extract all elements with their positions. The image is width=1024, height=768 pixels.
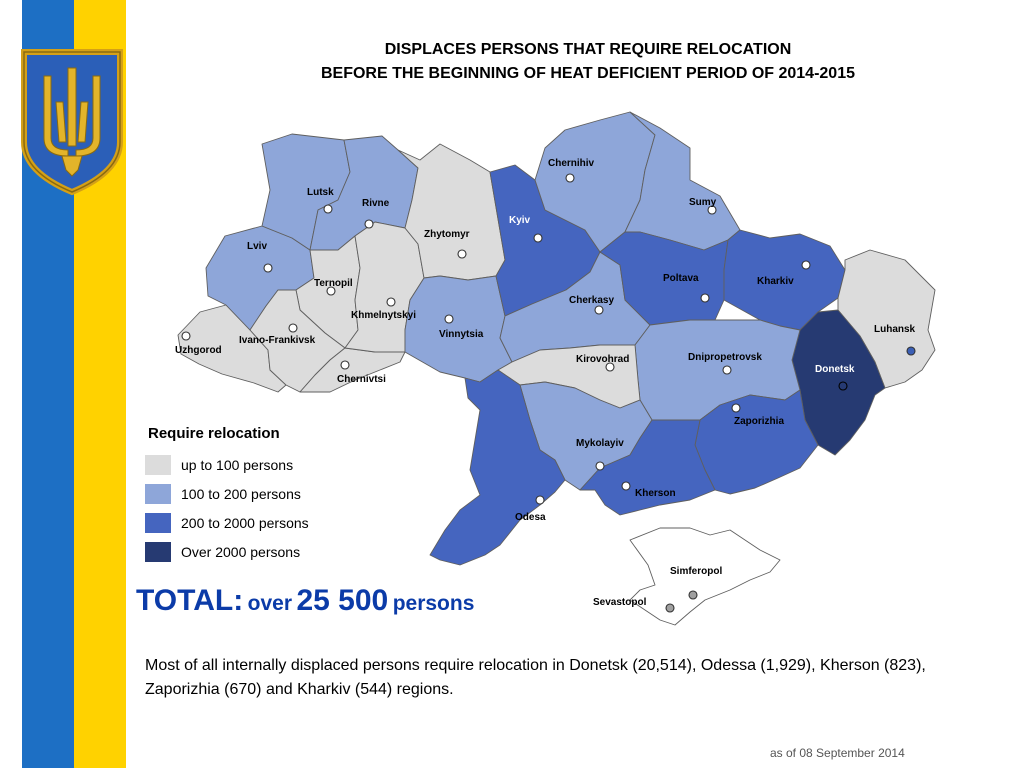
city-marker-kyiv	[533, 233, 543, 243]
city-label-zhytomyr: Zhytomyr	[424, 229, 470, 240]
city-label-sumy: Sumy	[689, 197, 717, 208]
city-marker-kharkiv	[801, 260, 811, 270]
summary-note: Most of all internally displaced persons…	[145, 657, 926, 698]
city-marker-chernihiv	[565, 173, 575, 183]
city-label-kharkiv: Kharkiv	[757, 276, 794, 287]
city-label-mykolayiv: Mykolayiv	[576, 438, 624, 449]
city-marker-cherkasy	[594, 305, 604, 315]
city-marker-rivne	[364, 219, 374, 229]
city-marker-odesa	[535, 495, 545, 505]
city-marker-zaporizhia	[731, 403, 741, 413]
legend-label: Over 2000 persons	[181, 544, 301, 560]
total-unit: persons	[392, 592, 475, 615]
city-label-chernivtsi: Chernivtsi	[337, 374, 386, 385]
city-marker-vinnytsia	[444, 314, 454, 324]
city-marker-ivano-frankivsk	[288, 323, 298, 333]
legend-label: 200 to 2000 persons	[181, 515, 309, 531]
region-chernivtsi	[299, 347, 406, 393]
city-label-uzhgorod: Uzhgorod	[175, 345, 222, 356]
total-prefix: TOTAL:	[136, 584, 244, 617]
city-label-lutsk: Lutsk	[307, 187, 334, 198]
legend-label: up to 100 persons	[181, 457, 294, 473]
legend-swatch-level-3	[145, 513, 171, 533]
city-marker-mykolayiv	[595, 461, 605, 471]
city-marker-uzhgorod	[181, 331, 191, 341]
region-odesa	[429, 369, 566, 566]
city-label-luhansk: Luhansk	[874, 324, 916, 335]
total-over: over	[247, 592, 293, 615]
title-line-1: DISPLACES PERSONS THAT REQUIRE RELOCATIO…	[384, 41, 792, 58]
city-label-simferopol: Simferopol	[670, 566, 722, 577]
legend-swatch-level-1	[145, 455, 171, 475]
city-marker-simferopol	[688, 590, 698, 600]
city-marker-donetsk	[838, 381, 848, 391]
legend-item-level-1: up to 100 persons	[145, 454, 293, 476]
city-label-donetsk: Donetsk	[815, 364, 855, 375]
city-marker-kirovohrad	[605, 362, 615, 372]
city-label-kyiv: Kyiv	[509, 215, 531, 226]
city-label-kherson: Kherson	[635, 488, 676, 499]
legend-title: Require relocation	[148, 425, 280, 442]
city-label-dnipropetrovsk: Dnipropetrovsk	[688, 352, 762, 363]
city-marker-chernivtsi	[340, 360, 350, 370]
legend-item-level-4: Over 2000 persons	[145, 541, 300, 563]
city-label-poltava: Poltava	[663, 273, 699, 284]
region-kharkiv	[723, 229, 846, 331]
as-of-date: as of 08 September 2014	[770, 746, 905, 760]
region-kherson	[579, 419, 716, 516]
city-marker-kherson	[621, 481, 631, 491]
ukraine-map: Chernihiv Sumy Lutsk Rivne Zhytomyr Kyiv…	[175, 111, 936, 626]
city-label-odesa: Odesa	[515, 512, 546, 523]
city-marker-lutsk	[323, 204, 333, 214]
ukraine-coat-of-arms-icon	[21, 49, 123, 196]
city-label-ternopil: Ternopil	[314, 278, 353, 289]
city-label-rivne: Rivne	[362, 198, 390, 209]
city-label-zaporizhia: Zaporizhia	[734, 416, 784, 427]
title-line-2: BEFORE THE BEGINNING OF HEAT DEFICIENT P…	[320, 65, 855, 82]
city-marker-sevastopol	[665, 603, 675, 613]
map-title: DISPLACES PERSONS THAT REQUIRE RELOCATIO…	[200, 38, 976, 86]
city-label-chernihiv: Chernihiv	[548, 158, 595, 169]
city-marker-poltava	[700, 293, 710, 303]
legend-label: 100 to 200 persons	[181, 486, 301, 502]
legend-swatch-level-2	[145, 484, 171, 504]
legend-swatch-level-4	[145, 542, 171, 562]
city-label-sevastopol: Sevastopol	[593, 597, 647, 608]
city-label-lviv: Lviv	[247, 241, 267, 252]
region-crimea	[629, 527, 781, 626]
city-marker-dnipropetrovsk	[722, 365, 732, 375]
city-marker-zhytomyr	[457, 249, 467, 259]
total-value: 25 500	[296, 584, 389, 617]
legend-item-level-3: 200 to 2000 persons	[145, 512, 309, 534]
city-label-ivano-frankivsk: Ivano-Frankivsk	[239, 335, 316, 346]
legend-item-level-2: 100 to 200 persons	[145, 483, 301, 505]
city-label-khmelnytskyi: Khmelnytskyi	[351, 310, 416, 321]
city-marker-khmelnytskyi	[386, 297, 396, 307]
city-marker-ternopil	[326, 286, 336, 296]
city-label-cherkasy: Cherkasy	[569, 295, 614, 306]
city-label-vinnytsia: Vinnytsia	[439, 329, 484, 340]
city-marker-lviv	[263, 263, 273, 273]
city-label-kirovohrad: Kirovohrad	[576, 354, 629, 365]
city-marker-luhansk	[906, 346, 916, 356]
total-summary: TOTAL: over 25 500 persons	[136, 584, 474, 618]
city-marker-sumy	[707, 205, 717, 215]
